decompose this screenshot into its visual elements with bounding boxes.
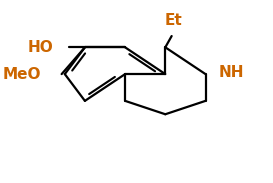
Text: NH: NH [218,65,244,80]
Text: MeO: MeO [3,67,41,82]
Text: Et: Et [165,13,183,28]
Text: HO: HO [27,40,53,55]
